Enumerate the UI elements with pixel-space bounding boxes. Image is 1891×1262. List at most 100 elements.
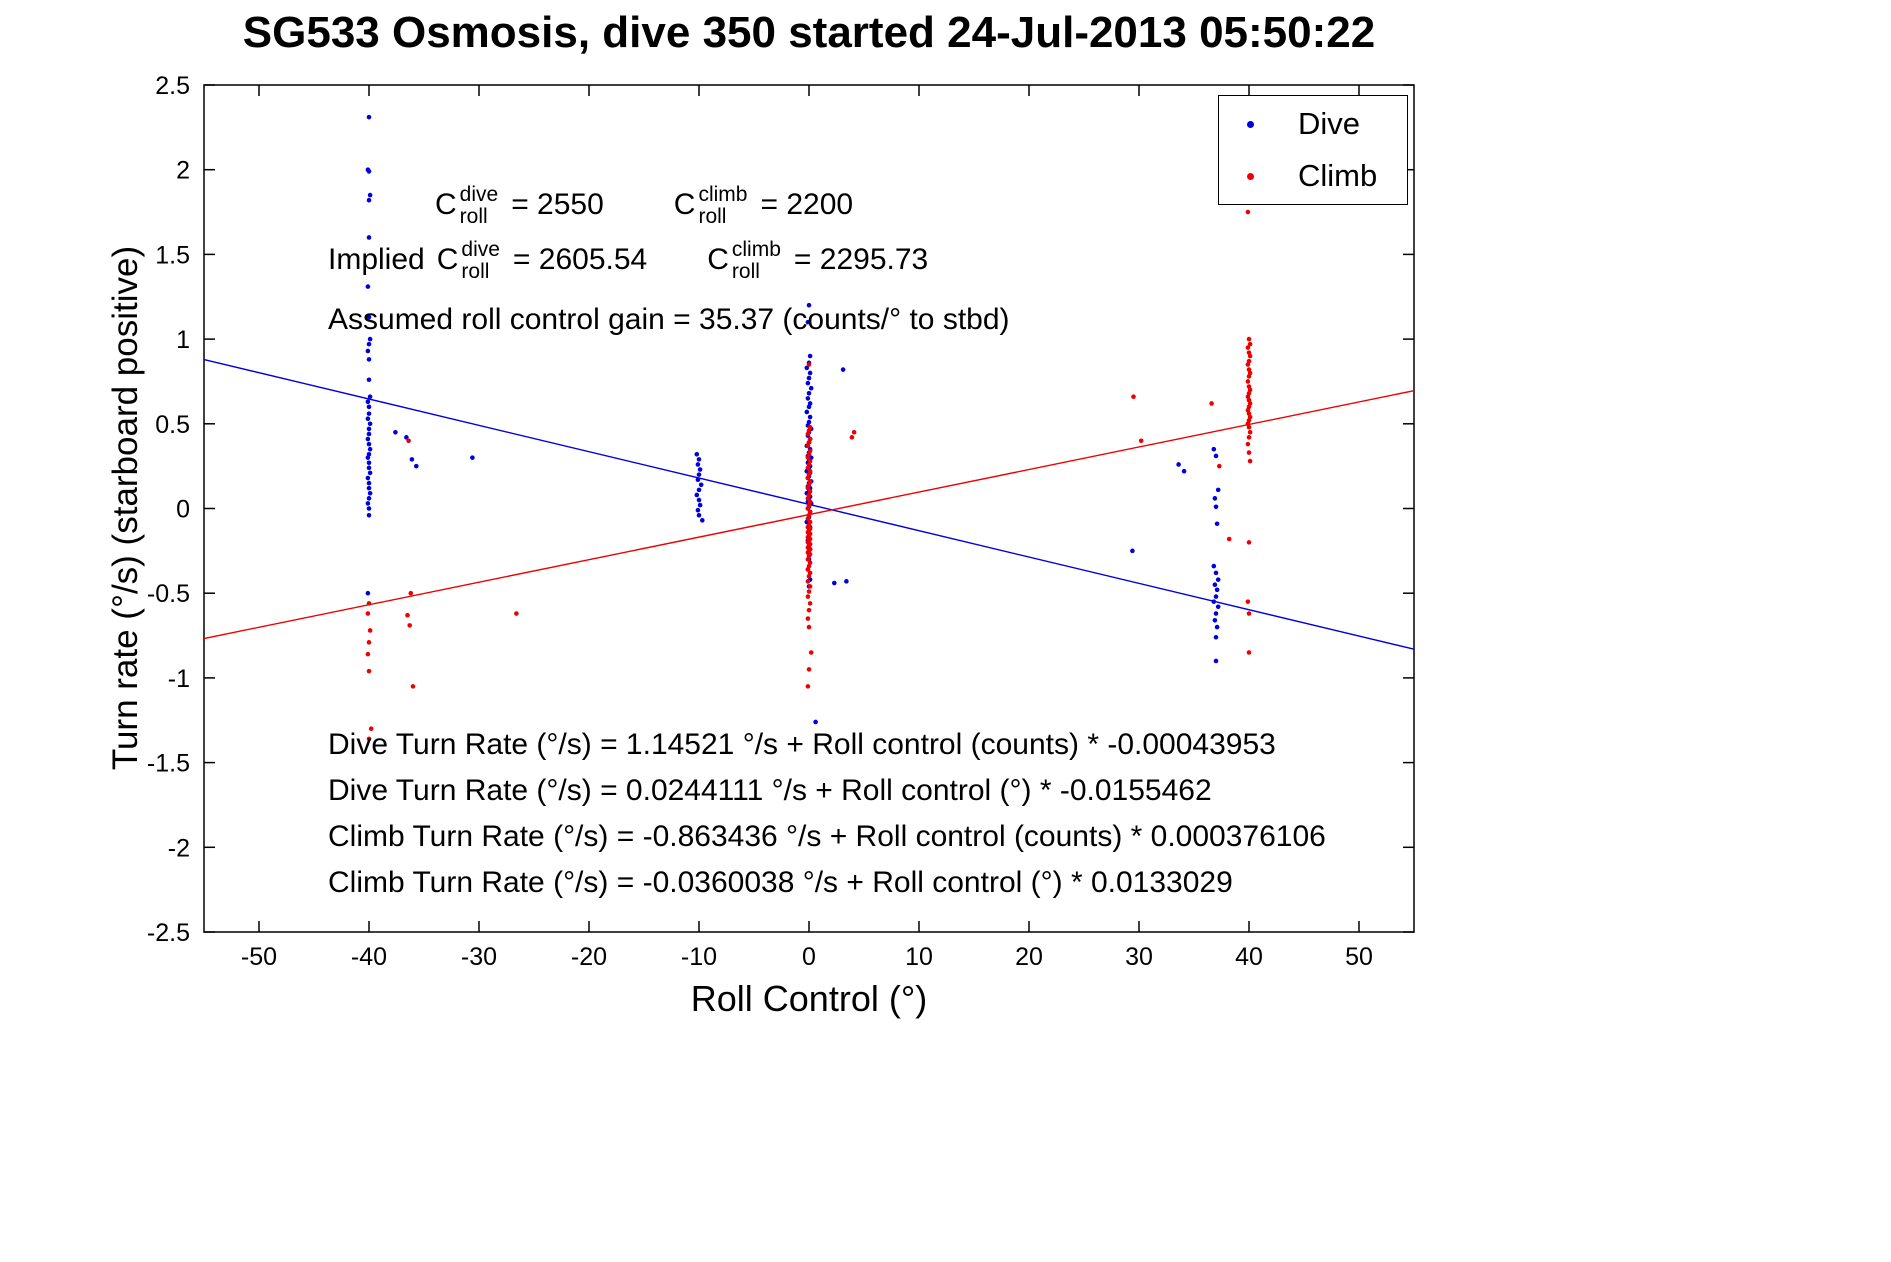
data-point bbox=[806, 302, 812, 308]
data-point bbox=[697, 502, 703, 508]
chart-title: SG533 Osmosis, dive 350 started 24-Jul-2… bbox=[242, 8, 1376, 57]
data-point bbox=[1247, 341, 1253, 347]
data-point bbox=[367, 446, 373, 452]
fit-equations: Dive Turn Rate (°/s) = 1.14521 °/s + Rol… bbox=[328, 722, 1326, 906]
data-point bbox=[366, 736, 372, 742]
legend-item-dive: Dive bbox=[1219, 98, 1407, 150]
data-point bbox=[805, 506, 811, 511]
data-point bbox=[366, 465, 372, 471]
data-point bbox=[696, 487, 702, 493]
data-point bbox=[1246, 650, 1252, 655]
data-point bbox=[805, 567, 811, 572]
data-point bbox=[366, 114, 372, 120]
y-tick-label: -1 bbox=[168, 665, 190, 693]
data-point bbox=[1213, 504, 1219, 510]
data-point bbox=[1212, 618, 1218, 623]
legend-item-climb: Climb bbox=[1219, 150, 1407, 202]
data-point bbox=[808, 650, 814, 655]
data-point bbox=[694, 451, 700, 457]
x-tick-label: 10 bbox=[905, 943, 933, 971]
data-point bbox=[404, 435, 409, 440]
data-point bbox=[805, 465, 811, 471]
c-symbol: C bbox=[673, 188, 696, 222]
data-point bbox=[1245, 441, 1251, 447]
data-point bbox=[1213, 658, 1219, 664]
data-point bbox=[407, 623, 413, 628]
data-point bbox=[806, 404, 812, 410]
data-point bbox=[366, 441, 372, 447]
data-point bbox=[804, 365, 810, 371]
data-point bbox=[1247, 353, 1253, 359]
data-point bbox=[1245, 345, 1251, 350]
data-point bbox=[700, 518, 705, 523]
climb-marker-icon bbox=[1247, 172, 1254, 180]
y-tick-label: 2.5 bbox=[155, 72, 190, 100]
implied-prefix: Implied bbox=[328, 243, 425, 277]
data-point bbox=[366, 411, 372, 416]
c-dive-value: = 2550 bbox=[511, 188, 604, 222]
data-point bbox=[1215, 577, 1221, 582]
data-point bbox=[1131, 394, 1136, 399]
y-tick-label: 2 bbox=[176, 157, 190, 185]
data-point bbox=[1213, 594, 1219, 599]
data-point bbox=[366, 640, 372, 645]
data-point bbox=[366, 426, 372, 432]
data-point bbox=[813, 719, 818, 725]
data-point bbox=[366, 235, 372, 240]
data-point bbox=[1246, 424, 1252, 430]
data-point bbox=[408, 590, 414, 596]
data-point bbox=[805, 380, 811, 386]
data-point bbox=[806, 607, 812, 613]
data-point bbox=[1213, 611, 1219, 616]
fit-equation-dive-counts: Dive Turn Rate (°/s) = 1.14521 °/s + Rol… bbox=[328, 728, 1276, 761]
data-point bbox=[805, 594, 811, 599]
data-point bbox=[1138, 438, 1144, 444]
implied-climb-value: = 2295.73 bbox=[793, 243, 929, 277]
data-point bbox=[366, 341, 372, 347]
y-axis: -2.5 -2 -1.5 -1 -0.5 0 0.5 1 1.5 2 2.5 bbox=[147, 72, 1414, 947]
data-point bbox=[365, 416, 371, 422]
data-point bbox=[805, 455, 811, 460]
data-point bbox=[696, 457, 702, 462]
data-point bbox=[1245, 599, 1251, 604]
implied-dive-value: = 2605.54 bbox=[512, 243, 648, 277]
y-tick-label: 1.5 bbox=[155, 241, 190, 269]
data-point bbox=[840, 367, 846, 372]
data-point bbox=[368, 726, 374, 732]
y-tick-label: -0.5 bbox=[147, 580, 190, 608]
data-point bbox=[406, 438, 411, 444]
data-point bbox=[806, 624, 812, 630]
legend-label-dive: Dive bbox=[1298, 106, 1361, 141]
fit-equation-climb-counts: Climb Turn Rate (°/s) = -0.863436 °/s + … bbox=[328, 820, 1326, 853]
data-point bbox=[1246, 450, 1252, 455]
x-tick-label: 0 bbox=[802, 943, 816, 971]
climb-series bbox=[203, 209, 1415, 742]
x-axis-label: Roll Control (°) bbox=[690, 978, 928, 1019]
data-point bbox=[1246, 374, 1252, 379]
data-point bbox=[1212, 582, 1218, 588]
data-point bbox=[366, 377, 372, 383]
data-point bbox=[367, 394, 373, 399]
data-point bbox=[367, 470, 373, 476]
c-climb-scripts: climb roll bbox=[698, 183, 748, 229]
data-point bbox=[805, 616, 811, 621]
data-point bbox=[393, 429, 398, 435]
data-point bbox=[470, 455, 475, 460]
data-point bbox=[365, 651, 371, 657]
c-symbol: C bbox=[435, 188, 457, 222]
data-point bbox=[366, 506, 372, 511]
data-point bbox=[365, 455, 371, 460]
data-point bbox=[844, 579, 849, 584]
x-tick-label: 40 bbox=[1235, 943, 1263, 971]
data-point bbox=[695, 507, 701, 513]
x-tick-label: -10 bbox=[681, 943, 717, 971]
data-point bbox=[1209, 401, 1214, 406]
x-tick-label: -50 bbox=[241, 943, 277, 971]
data-point bbox=[807, 414, 813, 420]
data-point bbox=[805, 579, 811, 584]
data-point bbox=[1176, 462, 1181, 467]
dive-marker-icon bbox=[1247, 120, 1254, 128]
